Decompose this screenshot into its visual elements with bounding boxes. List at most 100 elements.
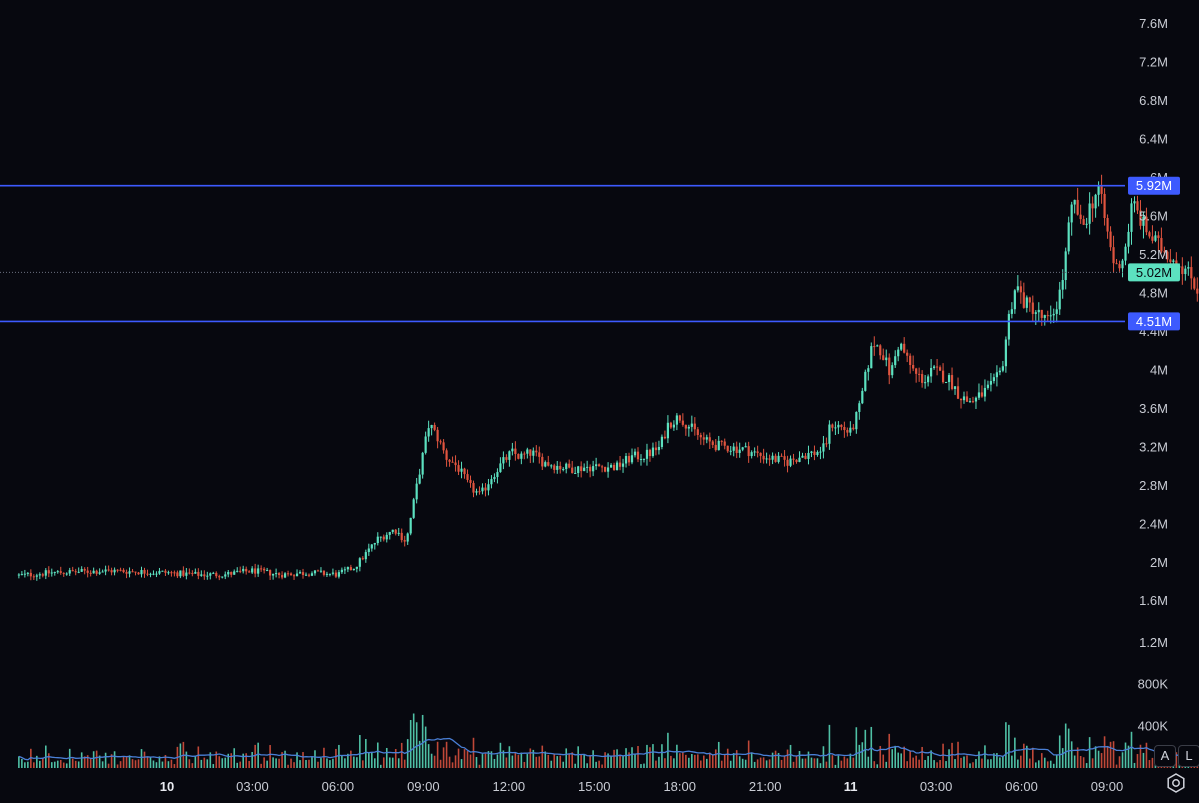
volume-bar: [996, 753, 998, 768]
volume-bar: [517, 755, 520, 768]
volume-bar: [373, 758, 376, 768]
candle-body: [944, 382, 948, 384]
volume-bar: [508, 746, 511, 768]
candle-body: [1010, 309, 1013, 314]
settings-gear-icon[interactable]: [1165, 772, 1187, 794]
candle-body: [32, 576, 35, 578]
time-axis[interactable]: 001003:0006:0009:0012:0015:0018:0021:001…: [0, 779, 1124, 794]
volume-bar: [942, 743, 944, 768]
candle-body: [909, 355, 912, 365]
volume-bar: [1088, 737, 1091, 768]
volume-bar: [89, 758, 92, 768]
volume-bar: [933, 760, 935, 768]
volume-bar: [170, 759, 173, 768]
volume-bar: [266, 760, 268, 768]
volume-bar: [1148, 760, 1151, 768]
volume-bar: [406, 739, 409, 768]
candle-body: [382, 536, 385, 540]
volume-bar: [18, 756, 20, 768]
volume-bar: [65, 763, 68, 768]
candle-body: [128, 571, 131, 574]
candle-body: [1154, 235, 1157, 241]
candle-body: [885, 357, 888, 361]
log-scale-button[interactable]: L: [1178, 745, 1199, 767]
candle-body: [906, 352, 909, 356]
volume-bar: [143, 751, 146, 768]
candle-body: [1037, 309, 1040, 313]
candle-body: [729, 450, 732, 452]
candle-body: [852, 427, 855, 430]
candle-body: [427, 428, 430, 437]
volume-bar: [362, 760, 364, 768]
candle-body: [406, 533, 409, 542]
candle-body: [580, 466, 583, 472]
volume-bar: [1026, 745, 1028, 768]
volume-bar: [741, 758, 744, 768]
volume-bar: [116, 764, 119, 768]
candle-body: [672, 424, 675, 428]
volume-bar: [723, 754, 726, 768]
volume-bar: [499, 742, 502, 768]
volume-bar: [86, 755, 89, 768]
candle-body: [331, 572, 335, 574]
candle-body: [301, 572, 305, 575]
candle-body: [1031, 302, 1034, 314]
volume-bar: [1085, 763, 1088, 768]
candle-body: [272, 573, 275, 576]
candle-body: [370, 544, 373, 549]
volume-bar: [1055, 755, 1058, 768]
volume-bar: [556, 756, 559, 768]
candle-body: [1166, 251, 1169, 260]
candle-body: [532, 450, 535, 456]
volume-bar: [682, 752, 684, 768]
horizontal-lines[interactable]: [0, 184, 1125, 323]
candle-body: [750, 452, 753, 457]
volume-bar: [161, 761, 164, 768]
volume-bar: [738, 756, 741, 768]
time-tick-label: 21:00: [749, 779, 782, 794]
candle-body: [813, 451, 816, 455]
volume-bar: [700, 760, 702, 768]
volume-bar: [149, 757, 152, 768]
candle-body: [38, 574, 41, 576]
volume-bar: [819, 763, 822, 768]
volume-bar: [526, 754, 529, 768]
candle-body: [53, 571, 56, 573]
volume-bar: [1061, 748, 1064, 768]
candle-body: [1148, 232, 1151, 237]
candle-body: [511, 448, 514, 452]
volume-bar: [658, 756, 660, 768]
candle-body: [188, 572, 191, 574]
candle-body: [436, 429, 439, 442]
candle-body: [891, 365, 894, 376]
volume-bar: [1005, 722, 1007, 768]
candle-body: [1055, 309, 1058, 314]
candle-body: [1007, 313, 1010, 340]
volume-bar: [200, 759, 203, 768]
candle-body: [726, 445, 729, 452]
candle-body: [1094, 194, 1097, 209]
volume-bar: [27, 761, 29, 768]
volume-bar: [523, 761, 526, 768]
volume-bar: [547, 754, 550, 768]
candle-body: [708, 437, 711, 442]
candle-body: [1100, 186, 1103, 194]
candle-body: [735, 446, 738, 453]
candle-body: [1016, 286, 1019, 291]
volume-bar: [801, 758, 804, 768]
candle-body: [603, 467, 607, 472]
candle-body: [624, 456, 628, 464]
volume-bar: [311, 757, 313, 768]
candle-body: [59, 571, 62, 573]
candle-body: [242, 568, 245, 572]
price-axis[interactable]: 7.6M7.2M6.8M6.4M6M5.6M5.2M4.8M4.4M4M3.6M…: [1139, 16, 1168, 570]
candle-body: [1187, 267, 1190, 269]
candle-body: [86, 570, 89, 573]
candle-body: [391, 529, 394, 532]
volume-bar: [260, 763, 262, 768]
candle-body: [1073, 199, 1076, 205]
volume-bar: [1115, 764, 1118, 768]
volume-bar: [281, 752, 283, 768]
auto-scale-button[interactable]: A: [1154, 745, 1176, 767]
